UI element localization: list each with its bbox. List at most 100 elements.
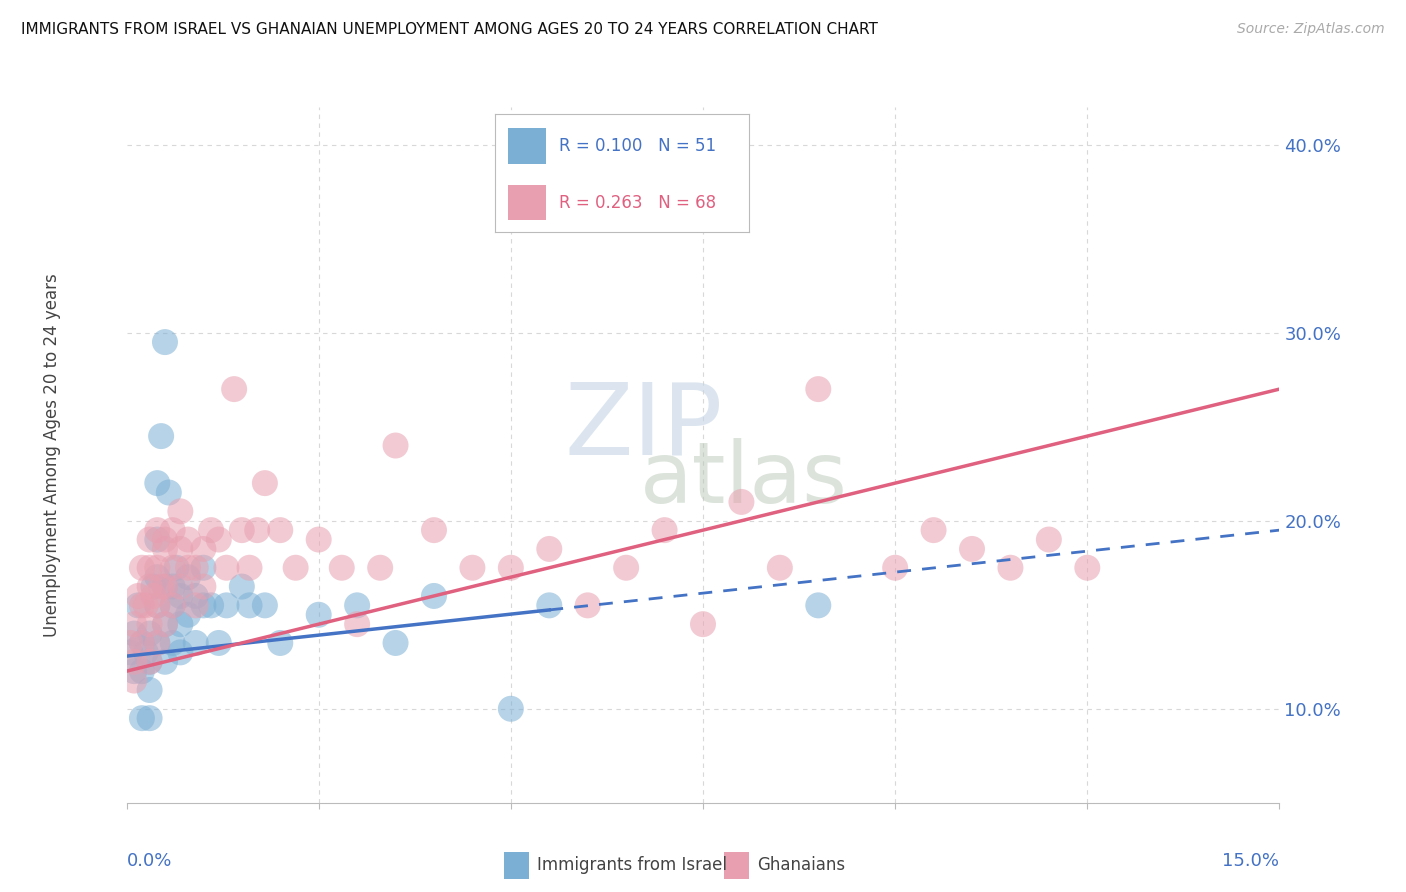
Point: [184, 636, 207, 650]
Point: [184, 560, 207, 574]
Point: [153, 335, 176, 350]
Point: [238, 599, 260, 613]
Point: [146, 533, 169, 547]
Point: [142, 580, 165, 594]
Point: [162, 523, 184, 537]
Point: [166, 560, 188, 574]
Text: 15.0%: 15.0%: [1222, 852, 1279, 870]
Point: [769, 560, 792, 574]
Point: [169, 504, 191, 518]
Point: [131, 711, 153, 725]
Point: [146, 599, 169, 613]
Point: [200, 523, 222, 537]
Point: [208, 636, 231, 650]
Point: [146, 560, 169, 574]
Point: [253, 599, 276, 613]
Point: [807, 382, 830, 396]
Point: [120, 645, 142, 659]
Point: [120, 636, 142, 650]
Point: [131, 560, 153, 574]
Point: [423, 523, 446, 537]
Point: [654, 523, 676, 537]
Point: [146, 476, 169, 491]
Point: [308, 533, 330, 547]
Point: [162, 599, 184, 613]
Point: [169, 580, 191, 594]
Point: [138, 655, 160, 669]
Point: [208, 533, 231, 547]
Point: [162, 636, 184, 650]
Point: [215, 599, 238, 613]
Point: [461, 560, 484, 574]
Point: [138, 655, 160, 669]
Point: [884, 560, 907, 574]
Point: [184, 599, 207, 613]
Point: [146, 636, 169, 650]
Point: [138, 580, 160, 594]
Text: Unemployment Among Ages 20 to 24 years: Unemployment Among Ages 20 to 24 years: [42, 273, 60, 637]
Point: [131, 599, 153, 613]
Point: [177, 560, 200, 574]
Point: [384, 438, 406, 452]
Point: [122, 664, 145, 678]
Point: [177, 533, 200, 547]
Point: [1000, 560, 1022, 574]
Point: [284, 560, 307, 574]
Point: [960, 541, 983, 556]
Point: [138, 711, 160, 725]
Point: [146, 523, 169, 537]
Point: [169, 541, 191, 556]
Point: [193, 560, 215, 574]
Point: [1038, 533, 1060, 547]
Point: [922, 523, 945, 537]
Point: [231, 580, 253, 594]
Point: [162, 560, 184, 574]
Point: [153, 617, 176, 632]
Point: [538, 541, 561, 556]
Point: [131, 664, 153, 678]
Point: [169, 589, 191, 603]
Point: [538, 599, 561, 613]
Point: [122, 655, 145, 669]
Point: [177, 607, 200, 622]
Point: [153, 580, 176, 594]
Point: [193, 580, 215, 594]
Point: [253, 476, 276, 491]
Point: [330, 560, 353, 574]
Point: [231, 523, 253, 537]
Point: [162, 599, 184, 613]
Point: [131, 636, 153, 650]
Point: [146, 599, 169, 613]
Point: [499, 702, 522, 716]
Point: [135, 645, 157, 659]
Point: [692, 617, 714, 632]
Point: [138, 617, 160, 632]
Point: [142, 589, 165, 603]
Point: [138, 683, 160, 698]
Point: [146, 636, 169, 650]
Point: [150, 429, 173, 443]
Text: IMMIGRANTS FROM ISRAEL VS GHANAIAN UNEMPLOYMENT AMONG AGES 20 TO 24 YEARS CORREL: IMMIGRANTS FROM ISRAEL VS GHANAIAN UNEMP…: [21, 22, 877, 37]
Point: [384, 636, 406, 650]
Point: [193, 599, 215, 613]
Point: [193, 541, 215, 556]
Point: [162, 580, 184, 594]
Point: [122, 626, 145, 640]
Point: [807, 599, 830, 613]
Point: [576, 599, 599, 613]
Point: [177, 570, 200, 584]
Point: [368, 560, 391, 574]
Text: ZIP: ZIP: [565, 378, 723, 475]
Point: [215, 560, 238, 574]
Point: [150, 580, 173, 594]
Point: [122, 673, 145, 688]
Point: [127, 589, 149, 603]
Point: [308, 607, 330, 622]
Point: [153, 580, 176, 594]
Point: [269, 523, 291, 537]
Text: atlas: atlas: [640, 438, 848, 521]
Point: [169, 617, 191, 632]
Text: 0.0%: 0.0%: [127, 852, 172, 870]
Point: [127, 599, 149, 613]
Point: [184, 589, 207, 603]
